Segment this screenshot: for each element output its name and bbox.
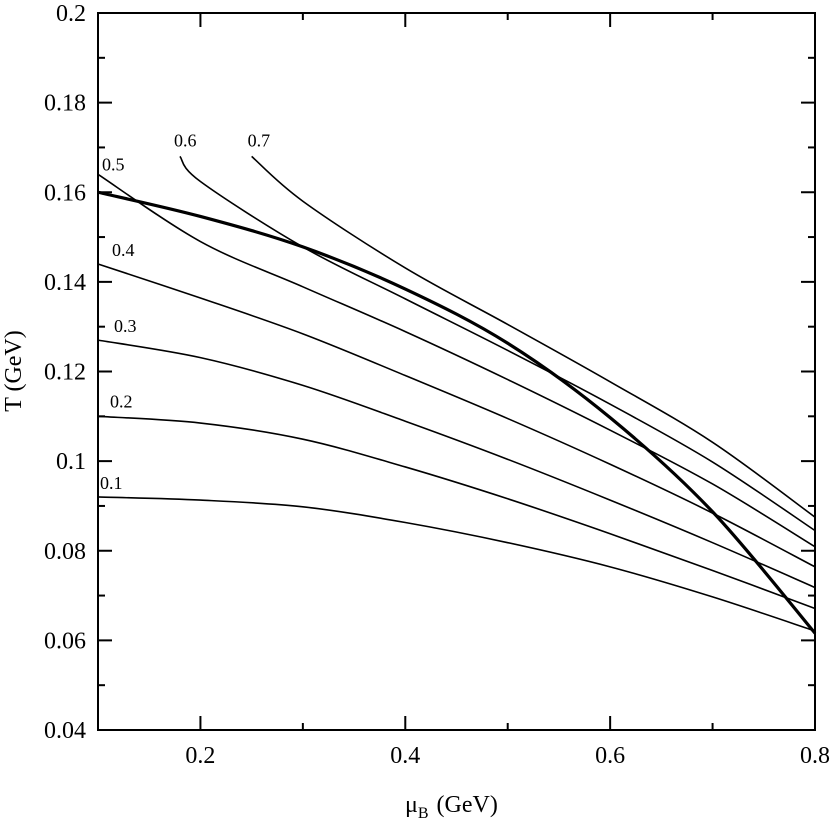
y-tick-label: 0.14 bbox=[44, 270, 86, 296]
series-label: 0.3 bbox=[114, 316, 137, 336]
y-tick-label: 0.1 bbox=[56, 449, 86, 475]
x-tick-label: 0.4 bbox=[390, 743, 420, 769]
series-label: 0.5 bbox=[102, 154, 125, 174]
plot-frame bbox=[97, 12, 816, 731]
y-tick-label: 0.18 bbox=[44, 91, 86, 117]
boundary-line bbox=[97, 190, 817, 635]
series-line bbox=[97, 415, 816, 610]
y-tick-label: 0.06 bbox=[44, 628, 86, 654]
series-line bbox=[97, 496, 816, 632]
series-label: 0.6 bbox=[174, 130, 197, 150]
y-tick-label: 0.08 bbox=[44, 539, 86, 565]
x-axis-label-symbol: μ bbox=[405, 792, 418, 818]
x-tick-label: 0.6 bbox=[595, 743, 625, 769]
series-line bbox=[97, 173, 816, 548]
tick-labels: 0.2 0.4 0.6 0.8 0.04 0.06 0.08 0.1 0.12 0.14 0.16 0… bbox=[44, 1, 830, 769]
series-label: 0.2 bbox=[110, 391, 133, 411]
x-axis-label: μB (GeV) bbox=[405, 792, 498, 822]
series-line bbox=[97, 339, 816, 589]
series-line bbox=[97, 263, 816, 568]
x-tick-label: 0.8 bbox=[800, 743, 830, 769]
y-tick-label: 0.16 bbox=[44, 180, 86, 206]
series-label: 0.7 bbox=[248, 130, 271, 150]
series-line bbox=[251, 155, 816, 518]
series-label: 0.4 bbox=[112, 240, 135, 260]
series-line bbox=[179, 155, 816, 532]
y-tick-label: 0.2 bbox=[56, 1, 86, 27]
y-tick-label: 0.04 bbox=[44, 718, 86, 744]
x-axis-label-subscript: B bbox=[418, 805, 429, 822]
series-label: 0.1 bbox=[100, 473, 123, 493]
x-tick-label: 0.2 bbox=[185, 743, 215, 769]
x-axis-label-unit: (GeV) bbox=[437, 792, 498, 818]
y-axis-label: T (GeV) bbox=[1, 330, 27, 412]
axis-ticks bbox=[97, 12, 816, 731]
y-tick-label: 0.12 bbox=[44, 360, 86, 386]
series-curves bbox=[97, 155, 817, 635]
